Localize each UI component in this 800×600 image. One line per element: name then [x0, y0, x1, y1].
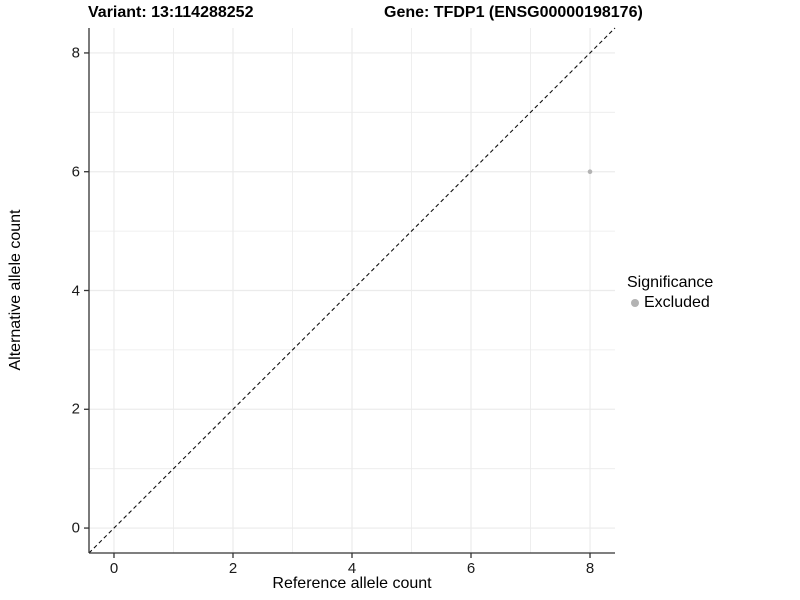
legend-item-label: Excluded [644, 294, 710, 311]
x-tick-label: 4 [347, 560, 357, 577]
y-tick-label: 6 [71, 163, 80, 181]
x-tick-label: 0 [109, 560, 119, 577]
y-tick-label: 8 [71, 44, 80, 62]
y-axis-title: Alternative allele count [7, 209, 24, 371]
x-tick-label: 2 [228, 560, 238, 577]
identity-reference-line [88, 27, 616, 554]
x-tick-label: 6 [466, 560, 476, 577]
y-tick-label: 0 [71, 519, 80, 537]
legend-point-icon [627, 295, 643, 311]
legend-items: Excluded [627, 294, 713, 312]
gene-title: Gene: TFDP1 (ENSG00000198176) [384, 4, 643, 21]
x-tick-label: 8 [585, 560, 595, 577]
x-axis-title: Reference allele count [272, 575, 432, 592]
legend: Significance Excluded [627, 274, 713, 312]
y-tick-label: 4 [71, 282, 80, 299]
variant-title: Variant: 13:114288252 [88, 4, 254, 21]
legend-item: Excluded [627, 294, 713, 312]
y-tick-label: 2 [71, 400, 80, 418]
data-point [587, 169, 593, 175]
legend-title: Significance [627, 274, 714, 291]
